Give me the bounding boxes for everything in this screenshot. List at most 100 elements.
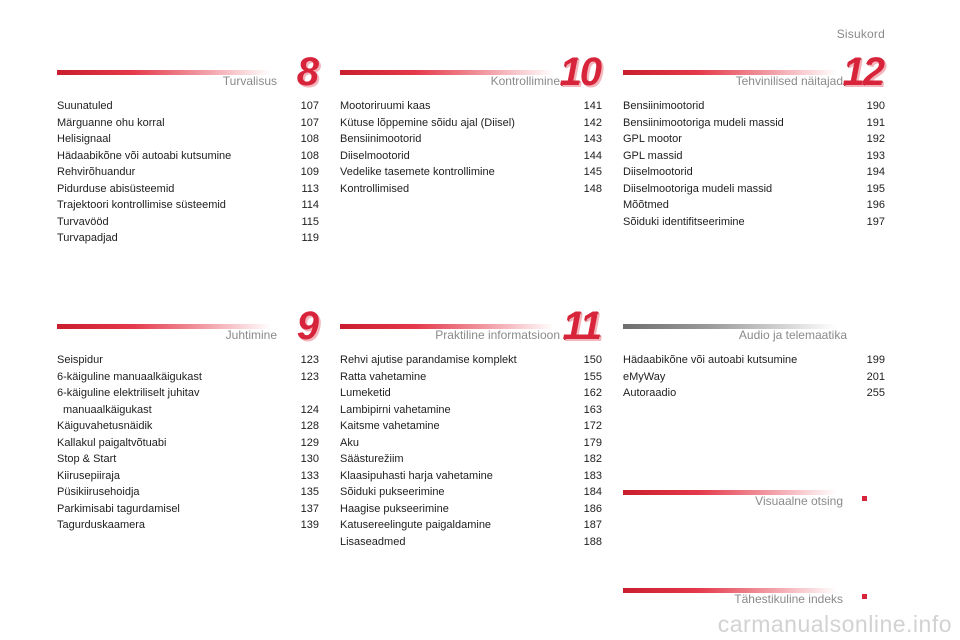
toc-entry[interactable]: Pidurduse abisüsteemid 113 (57, 181, 319, 198)
toc-entry[interactable]: Sõiduki identifitseerimine 197 (623, 214, 885, 231)
toc-entry-page-number: 191 (866, 116, 885, 129)
toc-entry[interactable]: 6-käiguline manuaalkäigukast 123 (57, 369, 319, 386)
watermark-text: carmanualsonline.info (717, 611, 952, 637)
section-divider-bar (623, 588, 837, 593)
toc-entry[interactable]: Stop & Start 130 (57, 451, 319, 468)
toc-entry-page-number: 186 (583, 502, 602, 515)
toc-entry-page-number: 115 (301, 215, 319, 228)
toc-entry[interactable]: Rehvi ajutise parandamise komplekt 150 (340, 352, 602, 369)
section-divider-bar (57, 324, 271, 329)
section-tahestikuline-indeks[interactable]: Tähestikuline indeks (623, 580, 885, 620)
toc-entry-page-number: 163 (583, 403, 602, 416)
toc-entry[interactable]: Lambipirni vahetamine 163 (340, 402, 602, 419)
toc-entry-page-number: 108 (300, 133, 319, 145)
toc-entry-label: GPL massid (623, 149, 683, 162)
toc-entry[interactable]: Kütuse lõppemine sõidu ajal (Diisel) 142 (340, 115, 602, 132)
toc-entry[interactable]: Käiguvahetusnäidik 128 (57, 418, 319, 435)
section-divider-bar (623, 490, 837, 495)
toc-entry[interactable]: Hädaabikõne või autoabi kutsumine 199 (623, 352, 885, 369)
toc-entry-page-number: 162 (583, 387, 602, 399)
toc-entry[interactable]: Bensiinimootoriga mudeli massid 191 (623, 115, 885, 132)
toc-entry[interactable]: Klaasipuhasti harja vahetamine 183 (340, 468, 602, 485)
toc-entry-label: Sõiduki pukseerimine (340, 486, 445, 498)
toc-entry[interactable]: Kaitsme vahetamine 172 (340, 418, 602, 435)
section-title: Visuaalne otsing (755, 494, 843, 508)
toc-entry-page-number: 172 (583, 420, 602, 432)
toc-entry[interactable]: eMyWay 201 (623, 369, 885, 386)
toc-entry[interactable]: 6-käiguline elektriliselt juhitav manuaal… (57, 385, 319, 418)
toc-entry-label: Diiselmootoriga mudeli massid (623, 182, 773, 195)
toc-entry-page-number: 108 (300, 149, 319, 162)
section-number: 8 (296, 50, 319, 94)
section-divider-bar (623, 324, 837, 329)
toc-entry[interactable]: Mõõtmed 196 (623, 197, 885, 214)
toc-entry[interactable]: Tagurduskaamera 139 (57, 517, 319, 534)
toc-entry-label: Kütuse lõppemine sõidu ajal (Diisel) (340, 116, 515, 129)
section-visuaalne-otsing[interactable]: Visuaalne otsing (623, 482, 885, 522)
toc-entry-page-number: 201 (866, 370, 885, 383)
toc-entry[interactable]: Sõiduki pukseerimine 184 (340, 484, 602, 501)
toc-entry[interactable]: Diiselmootorid 144 (340, 148, 602, 165)
toc-entry[interactable]: Rehvirõhuandur 109 (57, 164, 319, 181)
toc-entry[interactable]: GPL mootor 192 (623, 131, 885, 148)
toc-entry[interactable]: Vedelike tasemete kontrollimine 145 (340, 164, 602, 181)
toc-entry[interactable]: Bensiinimootorid 143 (340, 131, 602, 148)
toc-entry[interactable]: Suunatuled 107 (57, 98, 319, 115)
toc-entry-page-number: 130 (300, 453, 319, 465)
toc-entry[interactable]: Bensiinimootorid 190 (623, 98, 885, 115)
toc-entry-page-number: 114 (301, 199, 319, 211)
toc-entry-page-number: 194 (866, 166, 885, 178)
toc-entry-page-number: 148 (583, 182, 602, 195)
toc-entry[interactable]: Parkimisabi tagurdamisel 137 (57, 501, 319, 518)
toc-entry-label: Lisaseadmed (340, 535, 406, 548)
toc-entry-label: Bensiinimootoriga mudeli massid (623, 116, 784, 129)
toc-entry[interactable]: Turvapadjad 119 (57, 230, 319, 247)
toc-entry-page-number: 183 (583, 469, 602, 482)
toc-entry[interactable]: Autoraadio 255 (623, 385, 885, 402)
toc-entry[interactable]: GPL massid 193 (623, 148, 885, 165)
toc-entry[interactable]: Mootoriruumi kaas 141 (340, 98, 602, 115)
toc-entry-page-number: 255 (866, 387, 885, 399)
toc-entry-label: Klaasipuhasti harja vahetamine (340, 469, 493, 482)
toc-entry-label: Katusereelingute paigaldamine (340, 519, 492, 531)
toc-entry-page-number: 135 (300, 486, 319, 498)
toc-entry-page-number: 113 (301, 182, 319, 195)
section-divider-bar (340, 324, 554, 329)
toc-entry[interactable]: Lumeketid 162 (340, 385, 602, 402)
toc-entry[interactable]: Hädaabikõne või autoabi kutsumine 108 (57, 148, 319, 165)
toc-entry-page-number: 119 (301, 232, 319, 244)
toc-entry[interactable]: Katusereelingute paigaldamine 187 (340, 517, 602, 534)
toc-entry[interactable]: Diiselmootoriga mudeli massid 195 (623, 181, 885, 198)
toc-entry-label: Rehvirõhuandur (57, 166, 136, 178)
toc-entry-page-number: 129 (300, 436, 319, 449)
toc-entry[interactable]: Kontrollimised 148 (340, 181, 602, 198)
toc-entry[interactable]: Lisaseadmed 188 (340, 534, 602, 551)
toc-entry[interactable]: Kallakul paigaltvõtuabi 129 (57, 435, 319, 452)
toc-entry-label: Suunatuled (57, 100, 113, 112)
toc-entry-page-number: 137 (300, 502, 319, 515)
toc-list: Suunatuled 107 Märguanne ohu korral 107 Heli… (57, 98, 319, 247)
toc-entry-label: Kontrollimised (340, 182, 410, 195)
section-tehvinilised-naitajad: Tehvinilised näitajad 12 Bensiinimootori… (623, 52, 885, 231)
toc-entry-page-number: 107 (300, 116, 319, 129)
toc-entry-label: Helisignaal (57, 133, 111, 145)
toc-entry-label: Haagise pukseerimine (340, 502, 449, 515)
toc-entry[interactable]: Säästurežiim 182 (340, 451, 602, 468)
toc-entry[interactable]: Trajektoori kontrollimise süsteemid 114 (57, 197, 319, 214)
toc-entry-page-number: 133 (300, 469, 319, 482)
toc-entry[interactable]: Märguanne ohu korral 107 (57, 115, 319, 132)
toc-entry[interactable]: Diiselmootorid 194 (623, 164, 885, 181)
toc-entry[interactable]: Seispidur 123 (57, 352, 319, 369)
toc-entry-page-number: 187 (583, 519, 602, 531)
section-title: Praktiline informatsioon (435, 328, 560, 342)
toc-entry[interactable]: Kiirusepiiraja 133 (57, 468, 319, 485)
toc-entry[interactable]: Aku 179 (340, 435, 602, 452)
toc-entry[interactable]: Turvavööd 115 (57, 214, 319, 231)
toc-entry[interactable]: Helisignaal 108 (57, 131, 319, 148)
toc-entry[interactable]: Ratta vahetamine 155 (340, 369, 602, 386)
toc-entry[interactable]: Haagise pukseerimine 186 (340, 501, 602, 518)
toc-entry-label: Tagurduskaamera (57, 519, 146, 531)
toc-entry-label: eMyWay (623, 370, 666, 383)
toc-entry[interactable]: Püsikiirusehoidja 135 (57, 484, 319, 501)
section-number: 10 (559, 50, 602, 94)
